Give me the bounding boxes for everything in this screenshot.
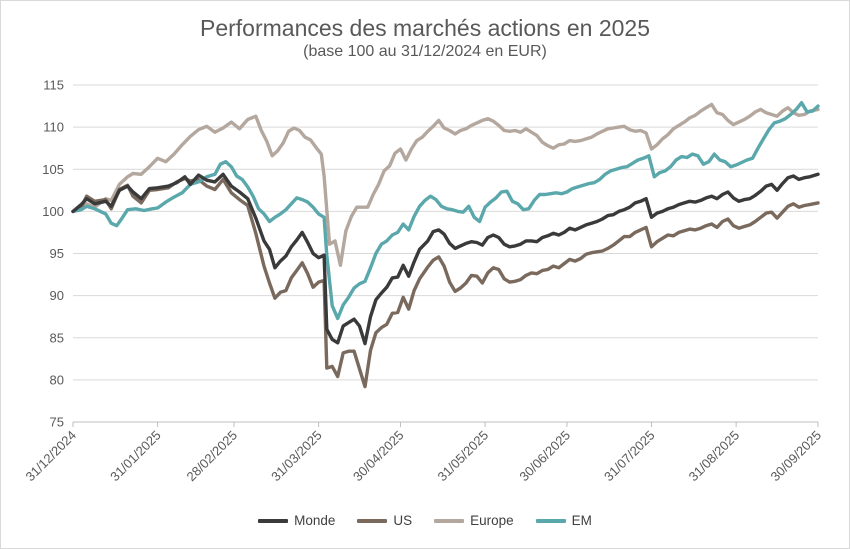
y-tick-label-105: 105 bbox=[42, 162, 64, 177]
series-lines bbox=[71, 101, 820, 389]
y-tick-label-85: 85 bbox=[50, 330, 64, 345]
x-tick-label-2: 28/02/2025 bbox=[184, 428, 241, 485]
y-tick-label-95: 95 bbox=[50, 246, 64, 261]
legend-label-em: EM bbox=[571, 513, 592, 528]
y-tick-label-80: 80 bbox=[50, 372, 64, 387]
x-tick-label-8: 31/08/2025 bbox=[686, 428, 743, 485]
chart-subtitle: (base 100 au 31/12/2024 en EUR) bbox=[303, 43, 547, 60]
series-line-em bbox=[71, 101, 820, 321]
legend-swatch-us bbox=[357, 518, 388, 523]
y-tick-label-110: 110 bbox=[43, 120, 64, 135]
legend-swatch-em bbox=[535, 518, 566, 523]
series-line-europe bbox=[71, 102, 820, 267]
x-tick-label-6: 30/06/2025 bbox=[516, 428, 573, 485]
legend-label-europe: Europe bbox=[470, 513, 514, 528]
x-tick-label-9: 30/09/2025 bbox=[767, 428, 824, 485]
y-tick-label-100: 100 bbox=[42, 204, 64, 219]
gridlines bbox=[73, 84, 818, 423]
x-tick-label-1: 31/01/2025 bbox=[107, 428, 164, 485]
legend-label-monde: Monde bbox=[294, 513, 336, 528]
legend-swatch-europe bbox=[434, 518, 465, 523]
legend-item-us: US bbox=[357, 513, 412, 528]
x-tick-label-4: 30/04/2025 bbox=[350, 428, 407, 485]
y-tick-label-115: 115 bbox=[43, 78, 64, 93]
legend-item-europe: Europe bbox=[434, 513, 514, 528]
series-line-us bbox=[71, 176, 820, 389]
y-tick-label-75: 75 bbox=[50, 415, 64, 430]
x-tick-label-3: 31/03/2025 bbox=[268, 428, 325, 485]
legend-swatch-monde bbox=[258, 518, 289, 523]
legend-item-em: EM bbox=[535, 513, 592, 528]
x-tick-label-7: 31/07/2025 bbox=[601, 428, 658, 485]
x-tick-label-0: 31/12/2024 bbox=[22, 428, 79, 485]
legend-item-monde: Monde bbox=[258, 513, 335, 528]
x-axis: 31/12/2024 31/01/2025 28/02/2025 31/03/2025… bbox=[22, 421, 824, 485]
chart-title: Performances des marchés actions en 2025 bbox=[199, 15, 651, 41]
legend-label-us: US bbox=[393, 513, 413, 528]
y-axis: 75 80 85 90 95 100 105 110 115 bbox=[42, 78, 64, 430]
y-tick-label-90: 90 bbox=[50, 288, 64, 303]
x-tick-label-5: 31/05/2025 bbox=[435, 428, 492, 485]
legend: Monde US Europe EM bbox=[1, 513, 849, 528]
series-line-monde bbox=[71, 172, 820, 346]
